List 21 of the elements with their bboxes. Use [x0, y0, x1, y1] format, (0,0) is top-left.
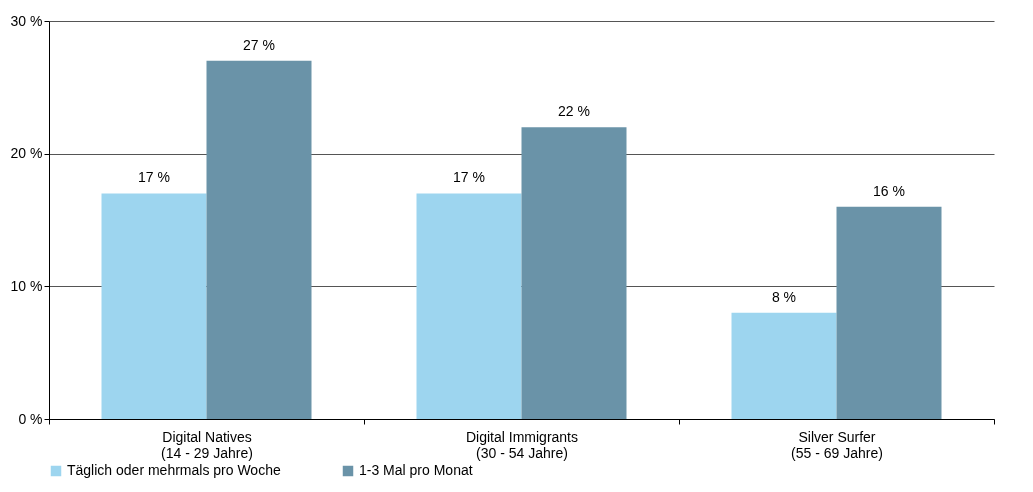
x-tick-label: Silver Surfer (55 - 69 Jahre) [791, 428, 883, 461]
legend-label: 1-3 Mal pro Monat [359, 462, 473, 478]
x-tick-label: Digital Natives (14 - 29 Jahre) [161, 428, 253, 461]
data-label: 16 % [873, 182, 905, 199]
y-tick-label: 0 % [18, 410, 43, 427]
data-label: 17 % [138, 169, 170, 186]
data-label: 27 % [243, 36, 275, 53]
data-label: 17 % [453, 169, 485, 186]
y-tick-label: 20 % [10, 145, 43, 162]
y-tick-label: 30 % [10, 12, 43, 29]
bar [101, 193, 207, 419]
bar [206, 60, 312, 419]
x-tick-label: Digital Immigrants (30 - 54 Jahre) [465, 428, 579, 461]
bar [416, 193, 522, 419]
bar [521, 127, 627, 419]
data-label: 8 % [771, 288, 797, 305]
data-label: 22 % [558, 103, 590, 120]
bar [836, 206, 942, 419]
bar [731, 312, 837, 419]
legend-label: Täglich oder mehrmals pro Woche [67, 462, 281, 478]
y-tick-label: 10 % [10, 277, 43, 294]
